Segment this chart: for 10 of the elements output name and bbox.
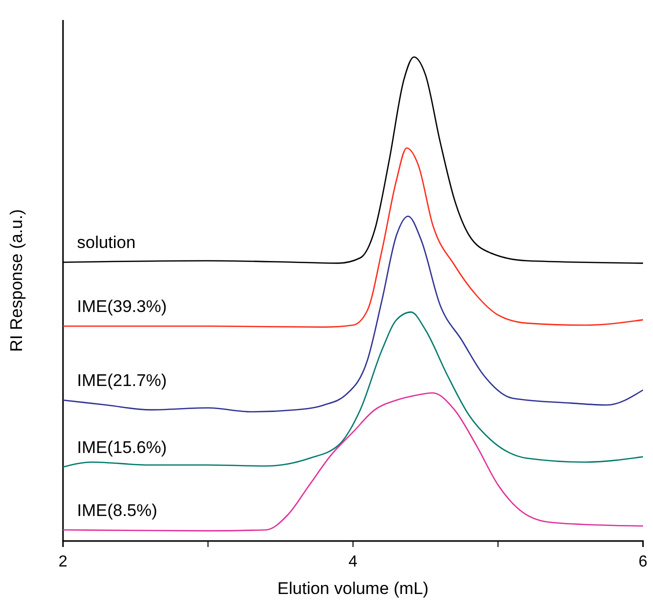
x-tick-label: 4 xyxy=(348,553,358,570)
series-label: solution xyxy=(77,233,136,252)
x-tick-label: 2 xyxy=(58,553,68,570)
y-axis-title: RI Response (a.u.) xyxy=(7,209,26,352)
series-label: IME(8.5%) xyxy=(77,500,158,520)
series-label: IME(39.3%) xyxy=(77,297,167,316)
x-axis-title: Elution volume (mL) xyxy=(277,579,429,598)
series-label: IME(21.7%) xyxy=(77,371,167,390)
series-label: IME(15.6%) xyxy=(77,438,167,457)
x-tick-label: 6 xyxy=(638,553,648,570)
